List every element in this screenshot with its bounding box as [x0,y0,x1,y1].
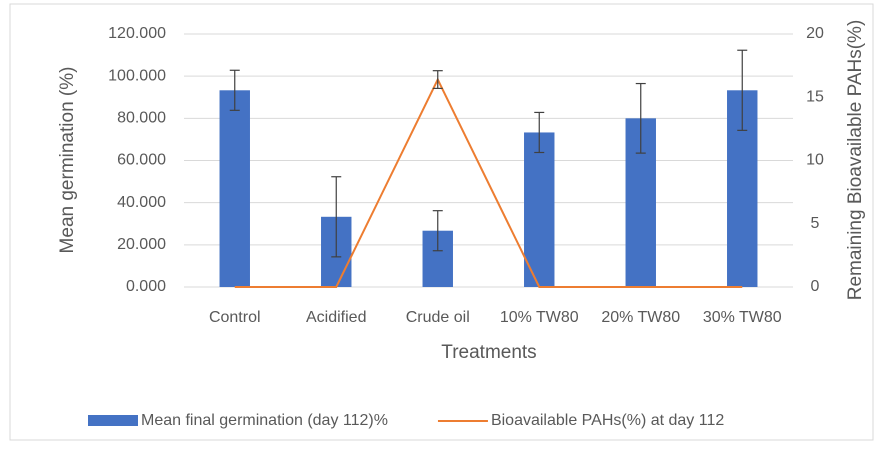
y-tick-label: 60.000 [117,152,166,169]
x-axis-title: Treatments [441,342,536,363]
y-tick-label: 40.000 [117,194,166,211]
y2-tick-label: 10 [806,152,824,169]
x-tick-label: Acidified [306,309,366,326]
error-bar [229,69,240,111]
legend-swatch [88,415,138,426]
error-bar [635,82,646,154]
error-bar [432,210,443,252]
y-tick-label: 80.000 [117,110,166,127]
y-tick-label: 20.000 [117,236,166,253]
y2-tick-label: 15 [806,88,824,105]
y-tick-label: 100.000 [108,67,166,84]
y-axis-title: Mean germination (%) [57,67,78,254]
x-tick-label: Crude oil [406,309,470,326]
error-bar [331,176,342,258]
y-tick-label: 0.000 [126,278,166,295]
y2-tick-label: 20 [806,25,824,42]
x-tick-label: Control [209,309,261,326]
y-tick-label: 120.000 [108,25,166,42]
error-bar [534,111,545,154]
x-tick-label: 20% TW80 [601,309,680,326]
bar [219,90,250,287]
y2-tick-label: 5 [811,215,820,232]
bar [524,132,555,287]
error-bar [432,70,443,89]
legend-label: Bioavailable PAHs(%) at day 112 [491,412,724,429]
legend-label: Mean final germination (day 112)% [141,412,388,429]
x-tick-label: 30% TW80 [703,309,782,326]
error-bar [737,49,748,131]
y2-axis-title: Remaining Bioavailable PAHs(%) [845,20,866,301]
line [234,77,743,288]
y2-tick-label: 0 [811,278,820,295]
x-tick-label: 10% TW80 [500,309,579,326]
